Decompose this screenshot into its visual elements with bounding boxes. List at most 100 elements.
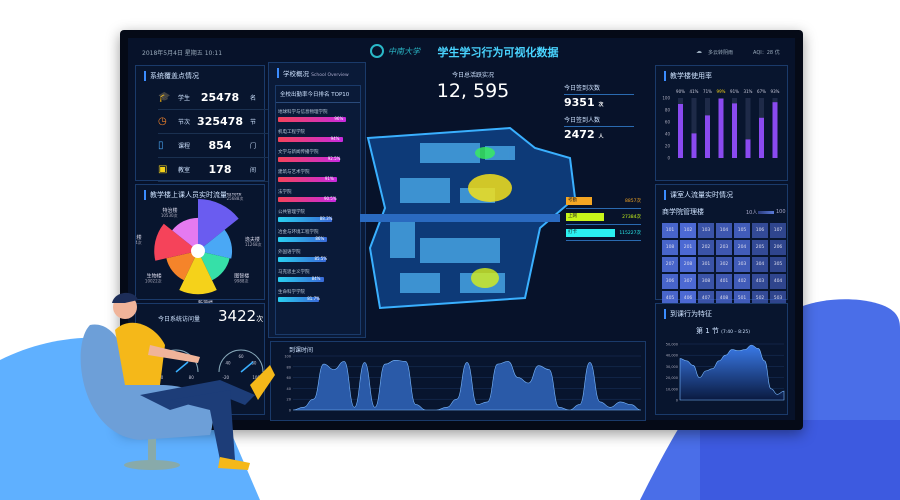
- coverage-panel: 系统覆盖点情况 🎓 学生 25478 名 ◷ 节次 325478 节 ▯ 课程 854 门 ▣ 教室 178…: [135, 65, 268, 182]
- stat-value: 325478: [197, 115, 243, 128]
- room-cell[interactable]: 503: [770, 291, 786, 306]
- gauge-tick: 40: [158, 375, 164, 380]
- room-cell[interactable]: 102: [680, 223, 696, 238]
- room-cell[interactable]: 408: [716, 291, 732, 306]
- room-cell[interactable]: 303: [734, 257, 750, 272]
- top10-item: 建筑与艺术学院 91%: [276, 167, 360, 187]
- usage-bar: [745, 139, 751, 158]
- signin-count-label: 今日签到次数: [564, 83, 634, 95]
- university-logo-icon: [370, 44, 384, 58]
- room-cell[interactable]: 201: [680, 240, 696, 255]
- slice-name: 升华楼: [136, 234, 142, 241]
- flow-panel: 教学楼上课人员实时流量 植物楼25688次逸夫楼11268次图智楼9988次新源…: [135, 184, 265, 303]
- gauge-tick: 100: [252, 375, 260, 380]
- y-tick: 40: [287, 387, 291, 391]
- slice-value: 9988次: [234, 277, 248, 283]
- room-cell[interactable]: 502: [752, 291, 768, 306]
- room-cell[interactable]: 106: [752, 223, 768, 238]
- panel-title: 学校概况 School Overview: [277, 68, 349, 78]
- dashboard: 2018年5月4日 星期五 10:11 中南大学 学生学习行为可视化数据 ☁ 多…: [128, 38, 795, 421]
- bar-label: 71%: [703, 89, 712, 94]
- college-name: 公共管理学院: [278, 210, 305, 215]
- room-cell[interactable]: 203: [716, 240, 732, 255]
- room-cell[interactable]: 403: [752, 274, 768, 289]
- college-name: 冶金与环境工程学院: [278, 230, 319, 235]
- clock-icon: ◷: [158, 116, 167, 127]
- room-cell[interactable]: 204: [734, 240, 750, 255]
- visits-label: 今日系统访问量: [158, 316, 201, 323]
- room-cell[interactable]: 105: [734, 223, 750, 238]
- top10-list: 全校出勤率今日排名 TOP10 地球科学与信息物理学院 96% 机电工程学院 94% 文…: [275, 85, 361, 335]
- usage-bar: [759, 117, 764, 158]
- legend-item: 考勤 8857次: [566, 195, 641, 209]
- attendance-bar: [278, 257, 327, 262]
- y-tick: 40,000: [666, 354, 678, 358]
- usage-bar-chart: 0 20 40 60 80 100 90% 41% 71% 99% 91% 31% 67% 93%: [662, 89, 779, 161]
- behavior-area: [679, 344, 785, 401]
- room-cell[interactable]: 101: [662, 223, 678, 238]
- stat-label: 学生: [178, 95, 191, 102]
- rooms-panel: 课室人流量实时情况 商学院管理楼 10人 100 101 102 103 104 105…: [655, 184, 788, 306]
- weather-icon: ☁: [696, 48, 702, 55]
- room-cell[interactable]: 202: [698, 240, 714, 255]
- slice-value: 25688次: [227, 195, 244, 201]
- legend-label: 打卡: [566, 229, 615, 237]
- y-tick: 0: [289, 409, 291, 413]
- y-tick: 80: [665, 108, 671, 113]
- room-cell[interactable]: 108: [662, 240, 678, 255]
- room-cell[interactable]: 302: [716, 257, 732, 272]
- room-cell[interactable]: 103: [698, 223, 714, 238]
- university-name: 中南大学: [388, 47, 420, 56]
- y-tick: 20: [287, 398, 291, 402]
- attendance-bar: [278, 157, 340, 162]
- attendance-bar: [278, 197, 336, 202]
- legend-label: 上网: [566, 213, 604, 221]
- room-cell[interactable]: 205: [752, 240, 768, 255]
- rose-chart: 植物楼25688次逸夫楼11268次图智楼9988次新源楼18666次生物楼10…: [136, 193, 262, 303]
- room-cell[interactable]: 406: [680, 291, 696, 306]
- attendance-pct: 92.5%: [327, 156, 341, 161]
- slice-name: 逸夫楼: [245, 236, 260, 243]
- room-cell[interactable]: 501: [734, 291, 750, 306]
- y-tick: 80: [287, 365, 291, 369]
- room-cell[interactable]: 401: [716, 274, 732, 289]
- panel-title: 课室人流量实时情况: [664, 190, 733, 200]
- room-cell[interactable]: 107: [770, 223, 786, 238]
- room-cell[interactable]: 405: [662, 291, 678, 306]
- attendance-bar: [278, 137, 343, 142]
- book-icon: ▯: [158, 140, 164, 151]
- coverage-item: ▣ 教室 178 间: [158, 158, 268, 182]
- room-cell[interactable]: 306: [662, 274, 678, 289]
- slice-name: 新源楼: [198, 299, 213, 303]
- gauge-tick: 60: [238, 354, 244, 359]
- room-cell[interactable]: 305: [770, 257, 786, 272]
- legend-value: 115227次: [619, 231, 641, 236]
- room-cell[interactable]: 104: [716, 223, 732, 238]
- attendance-pct: 85.5%: [314, 256, 328, 261]
- college-name: 法学院: [278, 190, 292, 195]
- room-cell[interactable]: 304: [752, 257, 768, 272]
- attendance-pct: 84%: [311, 276, 321, 281]
- room-cell[interactable]: 308: [698, 274, 714, 289]
- coverage-item: 🎓 学生 25478 名: [158, 86, 268, 110]
- rose-slice: [166, 251, 198, 281]
- attendance-bar: [278, 297, 320, 302]
- room-cell[interactable]: 402: [734, 274, 750, 289]
- person-illustration: [80, 292, 275, 470]
- room-cell[interactable]: 301: [698, 257, 714, 272]
- bar-label: 99%: [717, 89, 726, 94]
- room-cell[interactable]: 404: [770, 274, 786, 289]
- room-cell[interactable]: 206: [770, 240, 786, 255]
- room-cell[interactable]: 307: [680, 274, 696, 289]
- usage-panel: 教学楼使用率 0 20 40 60 80 100 90% 41% 71% 99% 91% 31% 67%…: [655, 65, 788, 181]
- period: 第 1 节 (7:40 – 8:25): [696, 327, 750, 335]
- stat-unit: 名: [250, 95, 257, 102]
- room-cell[interactable]: 208: [680, 257, 696, 272]
- attendance-pct: 88.3%: [319, 216, 333, 221]
- panel-title: 到课行为特征: [664, 309, 712, 319]
- college-name: 生命科学学院: [278, 290, 305, 295]
- y-tick: 60: [287, 376, 291, 380]
- room-cell[interactable]: 407: [698, 291, 714, 306]
- room-cell[interactable]: 207: [662, 257, 678, 272]
- usage-bar: [772, 102, 778, 158]
